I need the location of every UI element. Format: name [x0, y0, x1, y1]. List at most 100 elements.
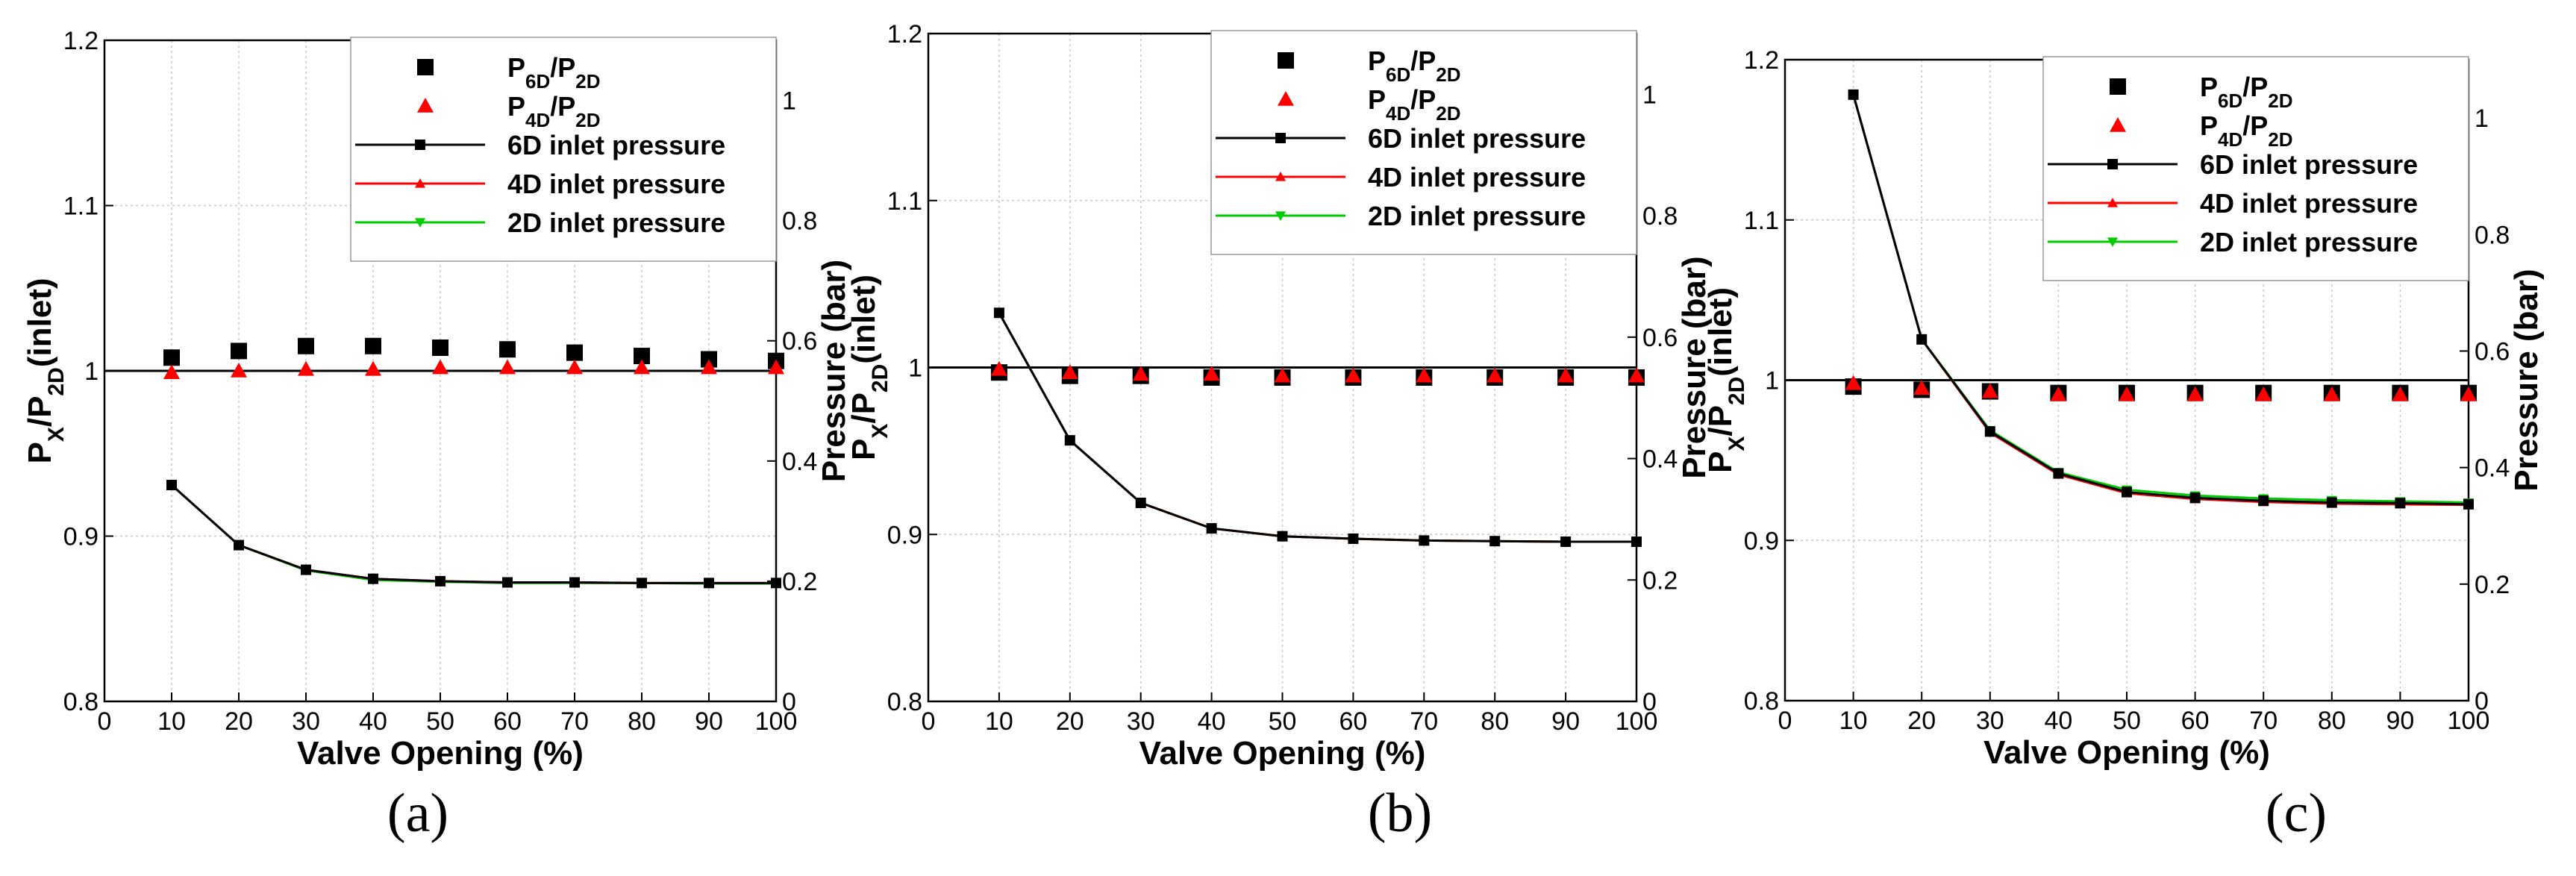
chart-panel-c: 0 10 20 30 40 50 60 70 80 90 100 0.8 0.9 1 1.1 1.2 0 0.2 0… [1702, 0, 2576, 876]
data-point [1419, 535, 1430, 546]
data-point [2119, 386, 2135, 401]
legend-label: 2D inlet pressure [507, 207, 725, 238]
x-tick-label: 50 [2113, 707, 2141, 735]
data-point [1916, 334, 1928, 345]
legend-label-part: /P [1410, 84, 1436, 115]
x-tick-label: 40 [359, 707, 387, 736]
data-point [163, 364, 180, 380]
y-right-tick-label: 0.8 [782, 207, 817, 236]
caption-c: (c) [2265, 783, 2328, 844]
legend-label: 4D inlet pressure [1368, 162, 1586, 193]
data-point [1489, 536, 1501, 547]
x-tick-label: 100 [1616, 707, 1658, 736]
y-left-axis-title-part: (inlet) [1702, 287, 1739, 377]
legend-label-part: 6D [525, 70, 550, 93]
data-point [1135, 497, 1146, 508]
x-tick-label: 70 [1410, 707, 1438, 736]
y-left-tick-label: 1.1 [63, 193, 99, 221]
data-point [231, 363, 247, 378]
data-point [499, 359, 516, 375]
x-tick-label: 90 [695, 707, 723, 736]
x-axis-title: Valve Opening (%) [1139, 735, 1426, 772]
legend-item: 4D inlet pressure [355, 169, 725, 199]
data-point [1981, 383, 1998, 398]
legend-marker [417, 59, 434, 75]
series-line [998, 312, 1636, 543]
data-point [634, 359, 650, 375]
data-point [701, 351, 717, 368]
legend-item: P6D/P2D [1278, 46, 1461, 86]
data-point [163, 349, 180, 366]
y-right-tick-label: 0.8 [2475, 221, 2510, 249]
x-tick-label: 90 [1551, 707, 1580, 736]
legend-item: 4D inlet pressure [1216, 162, 1586, 193]
data-point [1277, 531, 1288, 542]
data-point [1132, 366, 1149, 381]
legend-label-part: 2D [1436, 102, 1460, 125]
legend-marker [1278, 91, 1294, 106]
data-point [2392, 386, 2409, 401]
data-point [301, 564, 311, 575]
legend-item: 2D inlet pressure [2048, 227, 2418, 257]
series-6d-inlet-pressure [993, 307, 1642, 548]
x-tick-label: 60 [1339, 707, 1367, 736]
data-point [2050, 386, 2067, 401]
legend-label: 4D inlet pressure [507, 169, 725, 199]
x-tick-label: 0 [98, 707, 112, 736]
legend-label: P4D/P2D [507, 91, 601, 131]
x-tick-label: 30 [1976, 707, 2004, 735]
y-left-axis-title-part: /P [845, 392, 882, 424]
y-right-tick-label: 0.6 [2475, 337, 2510, 366]
data-point [1061, 364, 1078, 380]
data-point [1203, 366, 1220, 381]
data-point [499, 341, 516, 358]
y-left-axis-title-part: X [868, 424, 892, 439]
data-point [1984, 426, 1995, 437]
legend-label-part: P [1368, 84, 1386, 115]
y-left-axis-title: PX/P2D(inlet) [1702, 287, 1749, 473]
y-left-axis-title-part: P [1702, 451, 1739, 473]
data-point [1848, 89, 1859, 100]
legend-label: 2D inlet pressure [2200, 227, 2418, 257]
x-tick-label: 0 [1778, 707, 1792, 735]
legend-label-part: P [1368, 46, 1386, 76]
data-point [768, 359, 784, 375]
x-tick-label: 50 [1269, 707, 1297, 736]
x-tick-label: 0 [922, 707, 936, 736]
y-left-axis-title-part: 2D [44, 367, 69, 395]
y-left-tick-label: 1.2 [63, 27, 99, 55]
series-2d-inlet-pressure [993, 308, 1642, 548]
series-6d-inlet-pressure [1848, 89, 2474, 510]
data-point [234, 539, 244, 551]
x-axis-title: Valve Opening (%) [1983, 734, 2270, 771]
legend-item: P4D/P2D [417, 91, 601, 131]
y-right-tick-label: 0.4 [782, 448, 817, 476]
y-right-tick-label: 0.2 [1642, 566, 1678, 595]
series-4d-inlet-pressure [993, 307, 1642, 546]
data-point [704, 578, 714, 589]
y-left-tick-label: 0.8 [1744, 687, 1779, 716]
legend-label: 6D inlet pressure [2200, 149, 2418, 180]
data-point [637, 578, 647, 589]
legend-label: P4D/P2D [1368, 84, 1461, 125]
y-left-axis-title-part: /P [1702, 405, 1739, 437]
x-tick-label: 90 [2386, 707, 2414, 735]
y-left-axis-title-part: P [22, 442, 58, 463]
legend-label-part: 4D [2218, 128, 2242, 151]
legend-marker [415, 218, 425, 228]
x-tick-label: 10 [985, 707, 1013, 736]
y-right-tick-label: 0.8 [1642, 202, 1678, 231]
caption-b: (b) [1367, 783, 1433, 844]
legend-marker [1275, 211, 1286, 221]
y-right-tick-label: 1 [2475, 104, 2489, 133]
data-point [566, 344, 583, 361]
legend-marker [2107, 198, 2118, 207]
legend-marker [415, 178, 425, 188]
data-point [1628, 367, 1645, 383]
series-p4d-p2d [163, 359, 784, 380]
legend-label-part: 2D [575, 70, 600, 93]
series-line [998, 312, 1636, 543]
x-tick-label: 100 [755, 707, 798, 736]
chart-b-svg: 0 10 20 30 40 50 60 70 80 90 100 0.8 0.9 1 1.1 1.2 0 0.2 0… [845, 20, 1713, 772]
